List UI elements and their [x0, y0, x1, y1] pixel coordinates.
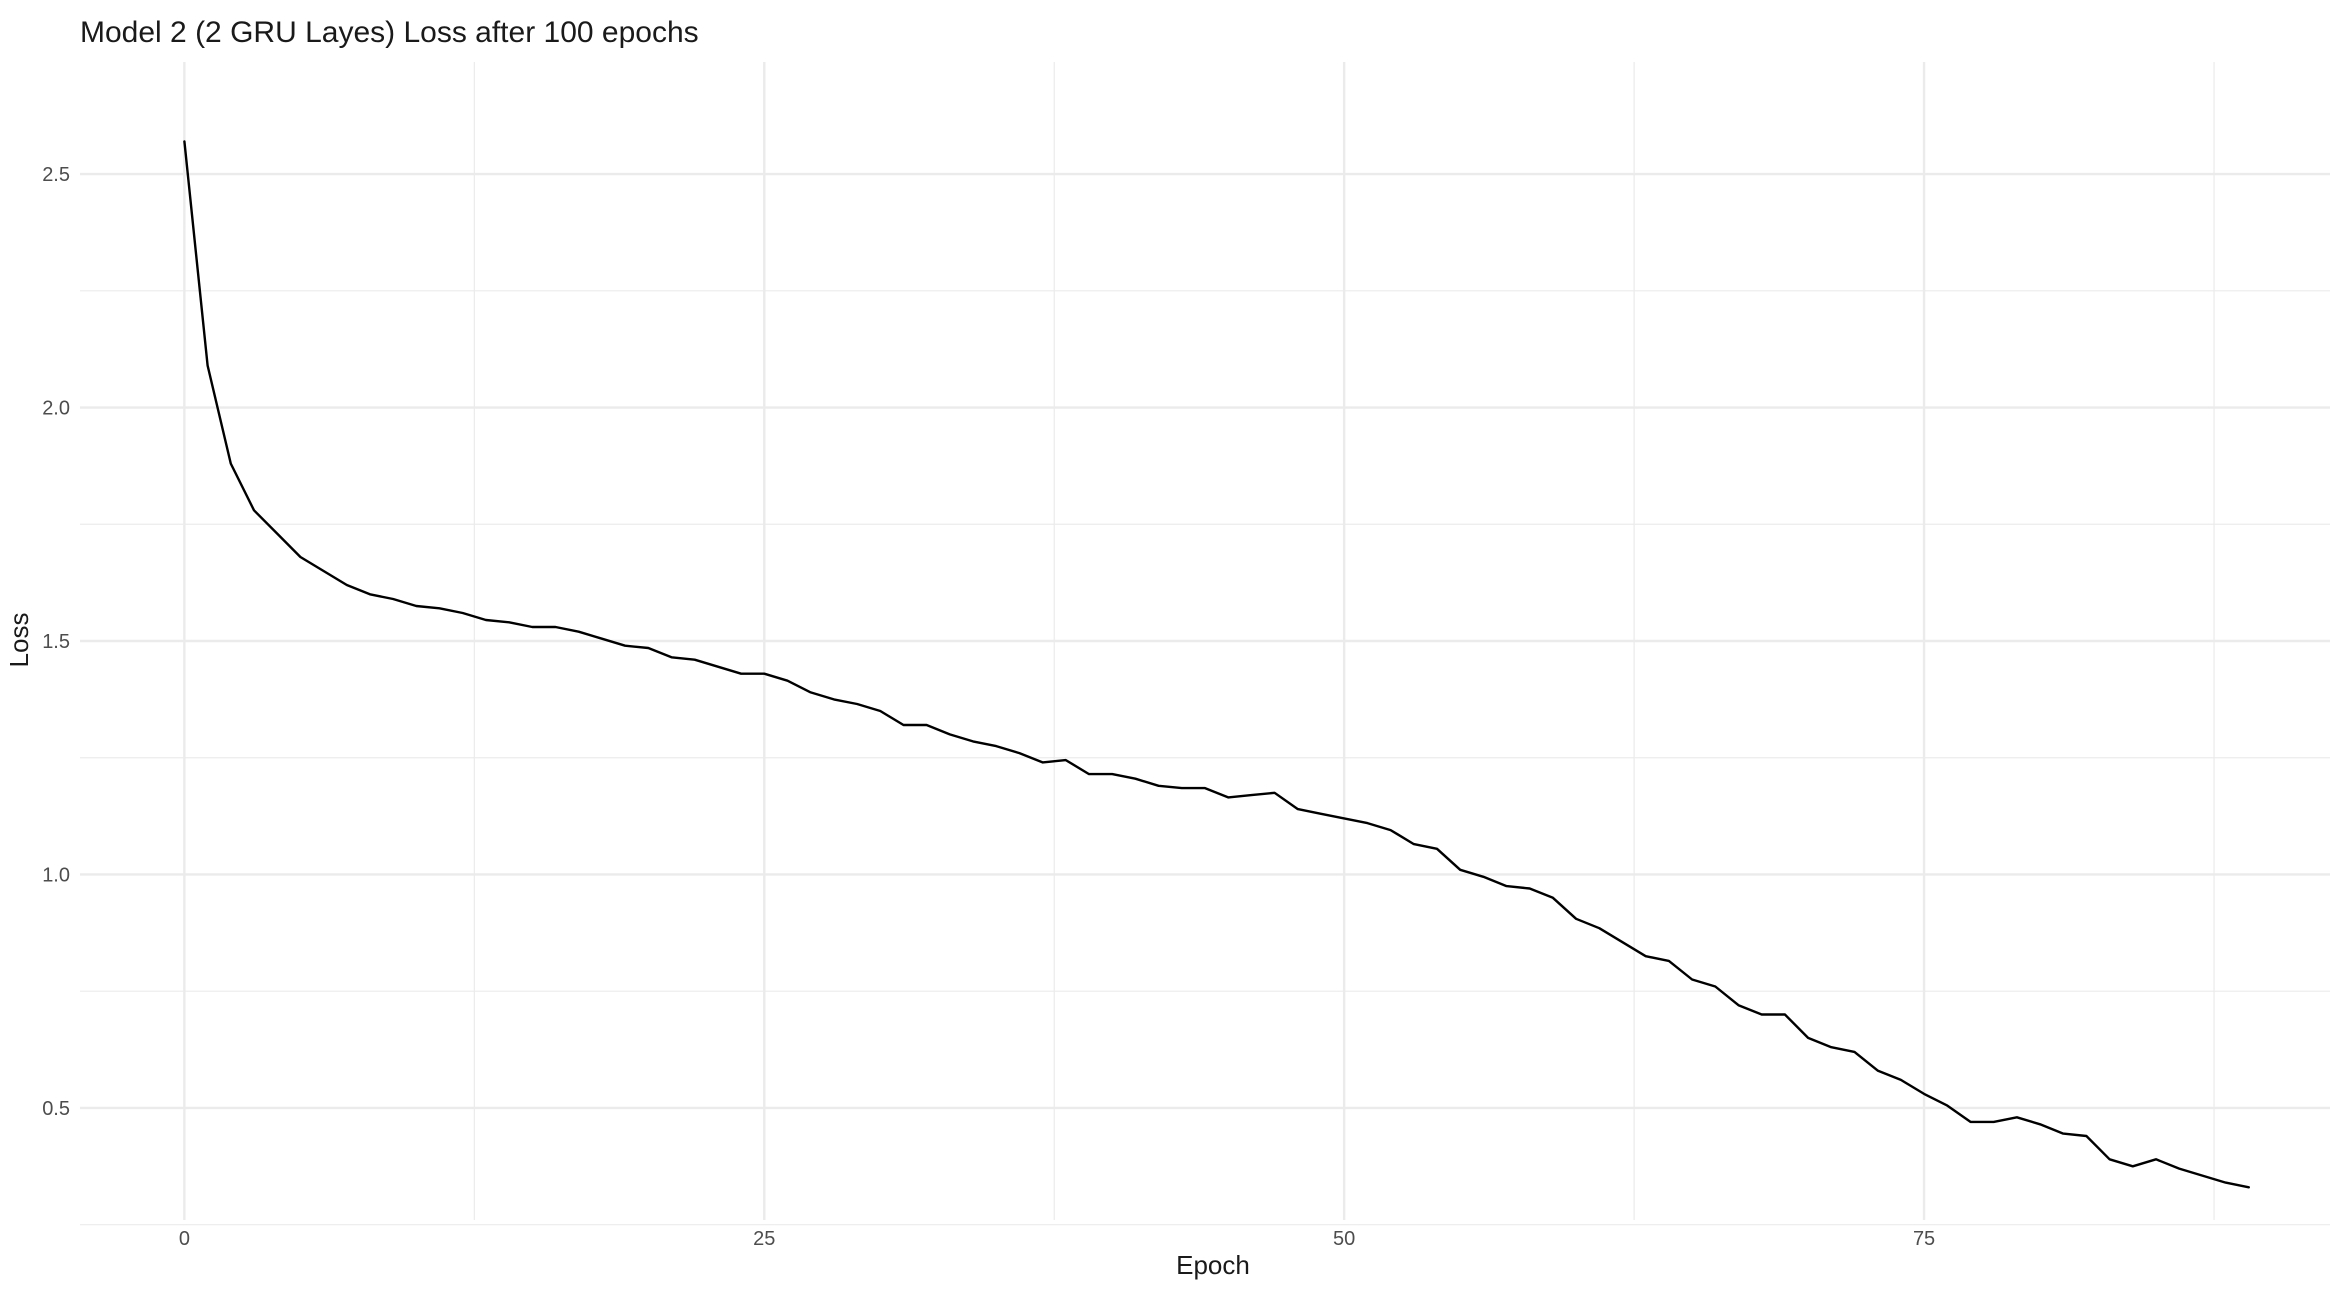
chart-title: Model 2 (2 GRU Layes) Loss after 100 epo… — [80, 16, 699, 49]
y-tick-label: 1.5 — [42, 631, 70, 653]
y-tick-label: 2.5 — [42, 164, 70, 186]
y-axis-ticks: 0.5 1.0 1.5 2.0 2.5 — [42, 164, 70, 1120]
x-tick-label: 0 — [179, 1228, 190, 1250]
y-tick-label: 1.0 — [42, 864, 70, 886]
series-layer — [183, 140, 2251, 1189]
minor-gridlines — [80, 62, 2330, 1226]
y-tick-label: 0.5 — [42, 1098, 70, 1120]
x-axis-label: Epoch — [1176, 1250, 1250, 1280]
y-axis-label: Loss — [4, 613, 34, 668]
x-tick-label: 50 — [1333, 1228, 1355, 1250]
y-tick-label: 2.0 — [42, 398, 70, 420]
loss-line — [183, 140, 2251, 1189]
x-tick-label: 75 — [1913, 1228, 1935, 1250]
x-axis-ticks: 0 25 50 75 — [179, 1228, 1935, 1250]
major-gridlines — [80, 62, 2330, 1220]
x-tick-label: 25 — [753, 1228, 775, 1250]
